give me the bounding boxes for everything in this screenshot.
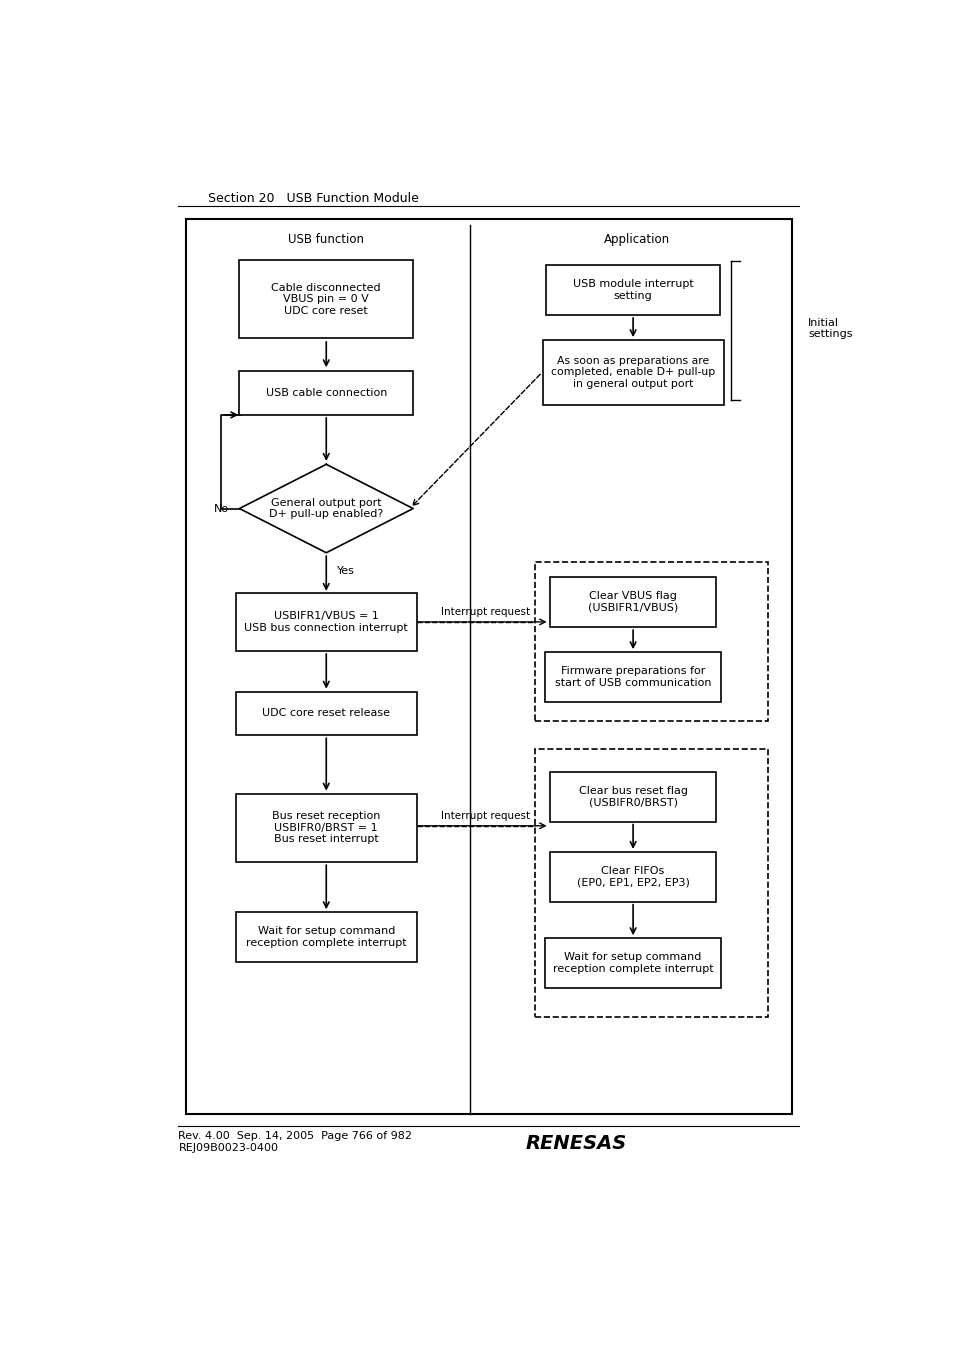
- Text: Initial
settings: Initial settings: [807, 317, 852, 339]
- FancyBboxPatch shape: [186, 219, 791, 1115]
- FancyBboxPatch shape: [544, 653, 720, 703]
- FancyBboxPatch shape: [239, 372, 413, 415]
- Text: USB cable connection: USB cable connection: [265, 388, 387, 399]
- Text: As soon as preparations are
completed, enable D+ pull-up
in general output port: As soon as preparations are completed, e…: [551, 355, 715, 389]
- FancyBboxPatch shape: [549, 852, 716, 901]
- Text: Application: Application: [603, 232, 669, 246]
- Text: Section 20   USB Function Module: Section 20 USB Function Module: [208, 192, 418, 205]
- Text: General output port
D+ pull-up enabled?: General output port D+ pull-up enabled?: [269, 497, 383, 519]
- Text: USB function: USB function: [288, 232, 364, 246]
- Text: Clear VBUS flag
(USBIFR1/VBUS): Clear VBUS flag (USBIFR1/VBUS): [587, 592, 678, 613]
- Text: REJ09B0023-0400: REJ09B0023-0400: [178, 1143, 278, 1154]
- Text: Bus reset reception
USBIFR0/BRST = 1
Bus reset interrupt: Bus reset reception USBIFR0/BRST = 1 Bus…: [272, 812, 380, 844]
- Text: Yes: Yes: [337, 566, 355, 576]
- Text: Clear bus reset flag
(USBIFR0/BRST): Clear bus reset flag (USBIFR0/BRST): [578, 786, 687, 808]
- Text: No: No: [213, 504, 229, 513]
- FancyBboxPatch shape: [544, 938, 720, 988]
- FancyBboxPatch shape: [542, 340, 723, 404]
- FancyBboxPatch shape: [546, 265, 720, 315]
- Text: Clear FIFOs
(EP0, EP1, EP2, EP3): Clear FIFOs (EP0, EP1, EP2, EP3): [576, 866, 689, 888]
- Polygon shape: [239, 465, 413, 553]
- Text: Cable disconnected
VBUS pin = 0 V
UDC core reset: Cable disconnected VBUS pin = 0 V UDC co…: [272, 282, 380, 316]
- Text: USBIFR1/VBUS = 1
USB bus connection interrupt: USBIFR1/VBUS = 1 USB bus connection inte…: [244, 611, 408, 632]
- Text: USB module interrupt
setting: USB module interrupt setting: [572, 280, 693, 301]
- FancyBboxPatch shape: [235, 593, 416, 651]
- FancyBboxPatch shape: [235, 794, 416, 862]
- Text: RENESAS: RENESAS: [525, 1133, 626, 1152]
- Text: Interrupt request: Interrupt request: [440, 811, 530, 820]
- FancyBboxPatch shape: [535, 562, 767, 720]
- Text: Wait for setup command
reception complete interrupt: Wait for setup command reception complet…: [552, 952, 713, 974]
- FancyBboxPatch shape: [235, 692, 416, 735]
- FancyBboxPatch shape: [535, 748, 767, 1017]
- FancyBboxPatch shape: [235, 912, 416, 962]
- FancyBboxPatch shape: [239, 261, 413, 339]
- Text: Interrupt request: Interrupt request: [440, 607, 530, 616]
- Text: Rev. 4.00  Sep. 14, 2005  Page 766 of 982: Rev. 4.00 Sep. 14, 2005 Page 766 of 982: [178, 1131, 412, 1140]
- Text: Firmware preparations for
start of USB communication: Firmware preparations for start of USB c…: [555, 666, 711, 688]
- Text: UDC core reset release: UDC core reset release: [262, 708, 390, 719]
- FancyBboxPatch shape: [549, 771, 716, 821]
- FancyBboxPatch shape: [549, 577, 716, 627]
- Text: Wait for setup command
reception complete interrupt: Wait for setup command reception complet…: [246, 927, 406, 948]
